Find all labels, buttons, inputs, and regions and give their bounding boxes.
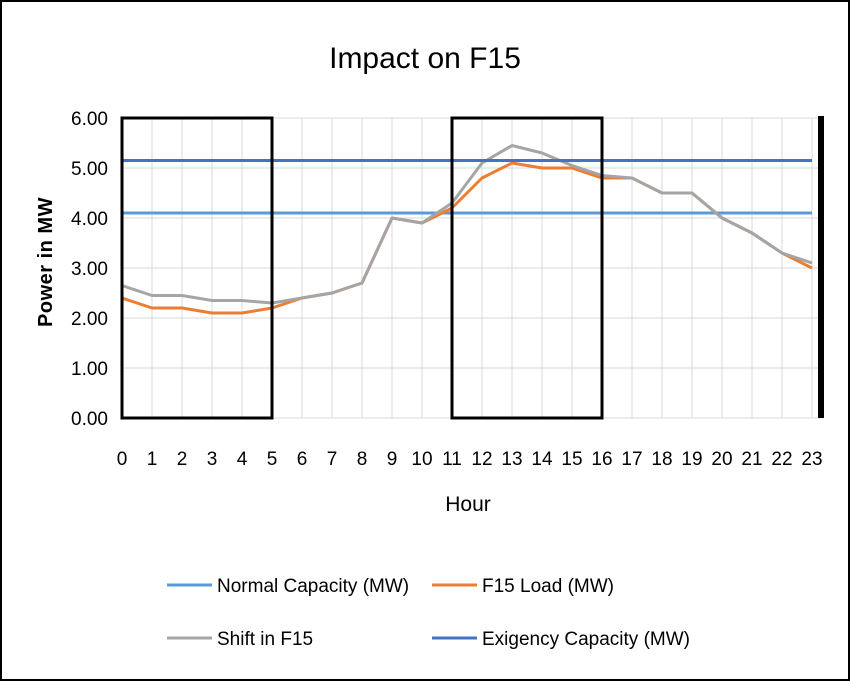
y-tick-label: 2.00 (71, 309, 108, 330)
x-tick-label: 10 (411, 449, 432, 470)
x-tick-label: 11 (442, 449, 462, 470)
x-tick-label: 22 (771, 449, 792, 470)
legend: Normal Capacity (MW) F15 Load (MW) Shift i… (167, 576, 690, 650)
highlight-box (450, 116, 604, 420)
x-tick-label: 17 (621, 449, 642, 470)
x-tick-label: 23 (801, 449, 822, 470)
y-axis-title: Power in MW (35, 197, 57, 327)
y-tick-label: 3.00 (71, 259, 108, 280)
x-tick-label: 18 (651, 449, 672, 470)
x-tick-label: 21 (741, 449, 762, 470)
x-tick-label: 6 (297, 449, 308, 470)
series-lines (121, 144, 813, 315)
x-tick-label: 0 (117, 449, 128, 470)
legend-label: Exigency Capacity (MW) (482, 629, 690, 650)
legend-item: F15 Load (MW) (432, 576, 614, 597)
legend-label: Shift in F15 (217, 629, 313, 650)
x-tick-label: 13 (501, 449, 522, 470)
highlight-box (120, 116, 274, 420)
legend-label: F15 Load (MW) (482, 576, 614, 597)
y-tick-label: 4.00 (71, 209, 108, 230)
series-3 (121, 144, 813, 305)
x-tick-label: 5 (267, 449, 278, 470)
legend-item: Exigency Capacity (MW) (432, 629, 690, 650)
x-tick-label: 9 (387, 449, 398, 470)
legend-item: Shift in F15 (167, 629, 313, 650)
y-tick-label: 6.00 (71, 109, 108, 130)
chart-title: Impact on F15 (329, 42, 521, 75)
y-tick-label: 5.00 (71, 159, 108, 180)
x-axis-title: Hour (445, 493, 491, 516)
legend-item: Normal Capacity (MW) (167, 576, 409, 597)
highlight-boxes (120, 116, 824, 420)
x-tick-label: 2 (177, 449, 188, 470)
legend-label: Normal Capacity (MW) (217, 576, 409, 597)
x-tick-label: 4 (237, 449, 248, 470)
x-tick-label: 3 (207, 449, 218, 470)
x-tick-label: 1 (147, 449, 158, 470)
gridlines (121, 117, 820, 419)
x-tick-label: 14 (531, 449, 553, 470)
x-tick-label: 15 (561, 449, 582, 470)
x-tick-label: 20 (711, 449, 732, 470)
x-tick-label: 8 (357, 449, 368, 470)
x-tick-label: 12 (471, 449, 492, 470)
x-tick-label: 7 (327, 449, 338, 470)
y-tick-label: 1.00 (71, 359, 108, 380)
series-line (121, 144, 813, 305)
y-tick-label: 0.00 (71, 409, 108, 430)
x-tick-label: 19 (681, 449, 702, 470)
x-tick-labels: 0 1 2 3 4 5 6 7 8 9 10 11 12 13 14 15 16 17 18 19 20 21 22 23 (117, 449, 823, 470)
y-tick-labels: 0.00 1.00 2.00 3.00 4.00 5.00 6.00 (71, 109, 108, 430)
x-tick-label: 16 (591, 449, 612, 470)
